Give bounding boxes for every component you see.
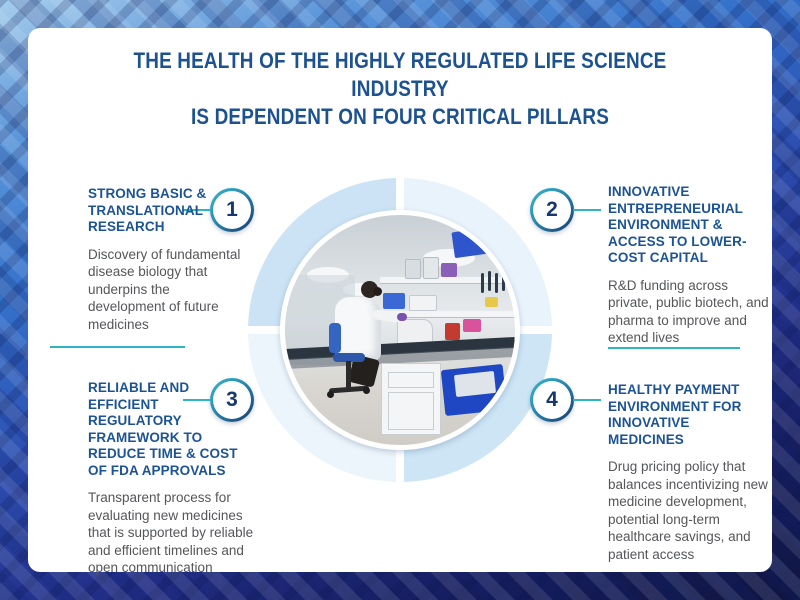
scientist-hair-bun [373, 287, 382, 296]
page-title: THE HEALTH OF THE HIGHLY REGULATED LIFE … [125, 47, 675, 131]
lab-chair-seat [333, 353, 365, 362]
pillar-4-badge: 4 [530, 378, 574, 422]
right-divider [608, 347, 740, 349]
bench-cabinet [381, 363, 441, 435]
scientist-lab-coat [335, 297, 381, 361]
cabinet-door [388, 392, 434, 430]
pillar-2-heading: INNOVATIVE ENTREPRENEURIAL ENVIRONMENT &… [608, 184, 747, 265]
cabinet-drawer [388, 372, 434, 388]
pillar-1-number: 1 [213, 191, 251, 229]
lower-shelf [380, 311, 515, 317]
white-rack [409, 295, 437, 311]
pillar-2-block: INNOVATIVE ENTREPRENEURIAL ENVIRONMENT &… [608, 184, 773, 347]
chair-wheel [327, 391, 334, 398]
pillar-4-number: 4 [533, 381, 571, 419]
lab-chair-post [346, 361, 351, 389]
purple-box [441, 263, 457, 277]
pillar-4-block: HEALTHY PAYMENT ENVIRONMENT FOR INNOVATI… [608, 382, 786, 563]
pillar-3-number: 3 [213, 381, 251, 419]
pillar-1-badge: 1 [210, 188, 254, 232]
page-title-line2: IS DEPENDENT ON FOUR CRITICAL PILLARS [190, 104, 610, 129]
pillar-2-connector [573, 209, 601, 211]
pillar-4-connector [573, 399, 601, 401]
scientist-glove [397, 313, 407, 321]
green-box [490, 233, 510, 251]
bin-contents [453, 370, 497, 398]
pillar-3-heading: RELIABLE AND EFFICIENT REGULATORY FRAMEW… [88, 380, 238, 478]
pillar-3-description: Transparent process for evaluating new m… [88, 490, 254, 575]
red-item [445, 323, 460, 340]
blue-rack [383, 293, 405, 309]
lab-photo [280, 210, 520, 450]
pipette [502, 271, 505, 291]
pink-box [463, 319, 481, 332]
pipette [481, 273, 484, 293]
pillar-3-connector [183, 399, 211, 401]
pillar-1-block: STRONG BASIC & TRANSLATIONAL RESEARCH Di… [88, 186, 243, 333]
pillar-3-block: RELIABLE AND EFFICIENT REGULATORY FRAMEW… [88, 380, 256, 577]
pipette [495, 273, 498, 293]
page-title-line1: THE HEALTH OF THE HIGHLY REGULATED LIFE … [133, 48, 667, 101]
left-divider [50, 346, 185, 348]
pillar-4-heading: HEALTHY PAYMENT ENVIRONMENT FOR INNOVATI… [608, 382, 742, 447]
pillar-4-description: Drug pricing policy that balances incent… [608, 459, 768, 562]
pillar-1-connector [183, 209, 211, 211]
chair-wheel [363, 387, 370, 394]
pillar-1-description: Discovery of fundamental disease biology… [88, 246, 241, 332]
lab-chair-back [329, 323, 341, 353]
reagent-jar [405, 259, 421, 279]
pipette [488, 271, 491, 291]
pillar-2-number: 2 [533, 191, 571, 229]
reagent-jar [423, 257, 439, 279]
upper-shelf [380, 277, 515, 283]
pillar-1-heading: STRONG BASIC & TRANSLATIONAL RESEARCH [88, 186, 207, 234]
pillar-2-badge: 2 [530, 188, 574, 232]
pillar-3-badge: 3 [210, 378, 254, 422]
pillar-2-description: R&D funding across private, public biote… [608, 277, 769, 346]
yellow-label [485, 297, 498, 307]
